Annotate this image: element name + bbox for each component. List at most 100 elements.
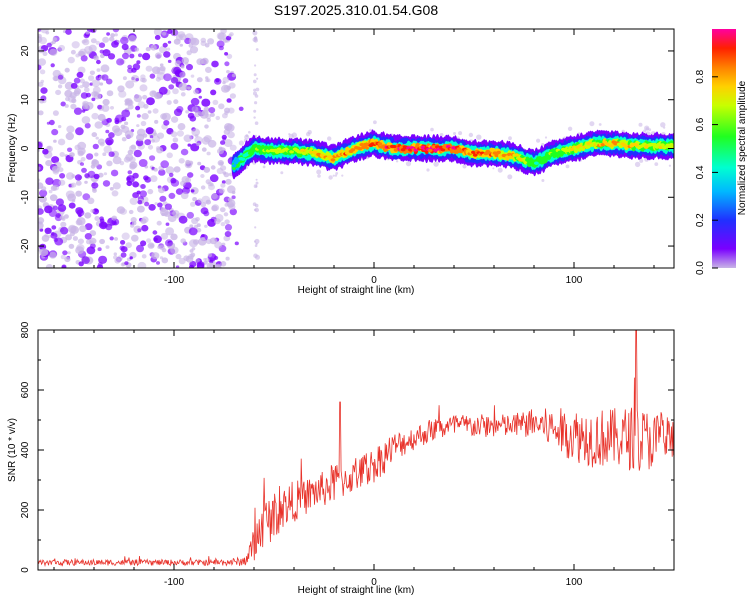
noise-blob [102, 49, 111, 57]
noise-blob [163, 51, 171, 58]
noise-blob [48, 251, 57, 259]
noise-blob [144, 139, 152, 146]
noise-blob [194, 111, 201, 118]
noise-blob [52, 178, 62, 188]
noise-blob [50, 232, 58, 239]
noise-blob [227, 185, 236, 194]
noise-blob [497, 167, 503, 173]
noise-blob [106, 139, 113, 146]
noise-blob [197, 161, 202, 166]
noise-blob [38, 110, 44, 116]
noise-blob [288, 133, 294, 139]
noise-blob [73, 77, 81, 84]
noise-blob [144, 201, 150, 207]
noise-blob [139, 190, 147, 198]
noise-blob [136, 114, 141, 118]
noise-blob [138, 53, 143, 58]
noise-blob [106, 90, 114, 97]
ridge-cell [521, 157, 527, 162]
noise-blob [128, 209, 134, 215]
noise-blob [216, 32, 225, 40]
noise-blob [39, 189, 48, 197]
noise-blob [124, 130, 134, 139]
noise-blob [173, 99, 179, 105]
noise-blob [168, 172, 174, 177]
ridge-cell [247, 151, 253, 155]
ridge-cell [440, 148, 446, 152]
noise-blob [67, 56, 75, 64]
snr-panel: -100 0 100 0 200 400 600 800 Height of straight… [7, 321, 675, 596]
noise-blob [207, 253, 213, 258]
snr-xlabel: Height of straight line (km) [298, 585, 415, 596]
noise-blob [86, 246, 96, 255]
noise-blob [94, 121, 103, 129]
noise-blob [134, 47, 140, 52]
noise-blob [220, 29, 227, 34]
noise-blob [91, 112, 99, 120]
noise-blob [92, 188, 97, 193]
noise-blob [128, 35, 137, 43]
noise-blob [180, 180, 186, 186]
spectrogram-ylabel: Frequency (Hz) [7, 114, 18, 183]
noise-blob [145, 127, 154, 135]
noise-blob [113, 252, 118, 256]
noise-blob [222, 171, 227, 175]
noise-blob [186, 63, 193, 71]
ridge-cell [289, 150, 294, 154]
noise-blob [150, 175, 158, 183]
noise-blob [254, 64, 257, 67]
ridge-cell [274, 150, 280, 154]
noise-blob [179, 43, 183, 47]
ridge-cell [400, 148, 406, 152]
noise-blob [178, 215, 188, 224]
noise-blob [40, 29, 49, 34]
noise-blob [89, 70, 95, 76]
ridge-cell [660, 143, 665, 147]
noise-blob [132, 172, 139, 179]
y-tick-label: 0 [20, 567, 31, 573]
noise-blob [81, 256, 90, 265]
noise-blob [225, 256, 230, 261]
noise-blob [97, 247, 102, 252]
noise-blob [228, 203, 236, 210]
noise-blob [89, 237, 97, 245]
noise-blob [59, 173, 66, 179]
noise-blob [80, 55, 88, 62]
noise-blob [52, 205, 58, 211]
noise-blob [234, 241, 239, 246]
ridge-cell [670, 145, 674, 149]
noise-blob [175, 188, 184, 195]
noise-blob [185, 62, 189, 66]
noise-blob [153, 167, 158, 172]
noise-blob [42, 148, 49, 155]
ridge-cell [301, 151, 307, 156]
noise-blob [55, 213, 61, 218]
noise-blob [111, 40, 119, 48]
noise-blob [224, 224, 233, 231]
noise-blob [468, 132, 474, 138]
colorbar-tick-label: 0.6 [695, 117, 706, 131]
noise-blob [654, 162, 659, 167]
noise-blob [87, 197, 95, 205]
noise-blob [165, 166, 175, 175]
noise-blob [44, 233, 49, 238]
noise-blob [71, 98, 77, 104]
noise-blob [127, 170, 133, 175]
noise-blob [149, 73, 156, 79]
noise-blob [167, 40, 172, 44]
noise-blob [75, 246, 84, 255]
y-tick-label: 20 [20, 45, 31, 57]
noise-blob [105, 129, 110, 134]
noise-blob [224, 231, 232, 237]
noise-blob [201, 109, 209, 116]
noise-blob [204, 43, 210, 48]
noise-blob [102, 180, 111, 187]
noise-blob [38, 208, 44, 215]
noise-blob [226, 70, 230, 74]
noise-blob [638, 122, 643, 127]
noise-blob [74, 144, 81, 151]
noise-blob [211, 205, 218, 212]
ridge-cell [494, 153, 500, 158]
noise-blob [209, 237, 218, 245]
noise-blob [108, 151, 115, 157]
